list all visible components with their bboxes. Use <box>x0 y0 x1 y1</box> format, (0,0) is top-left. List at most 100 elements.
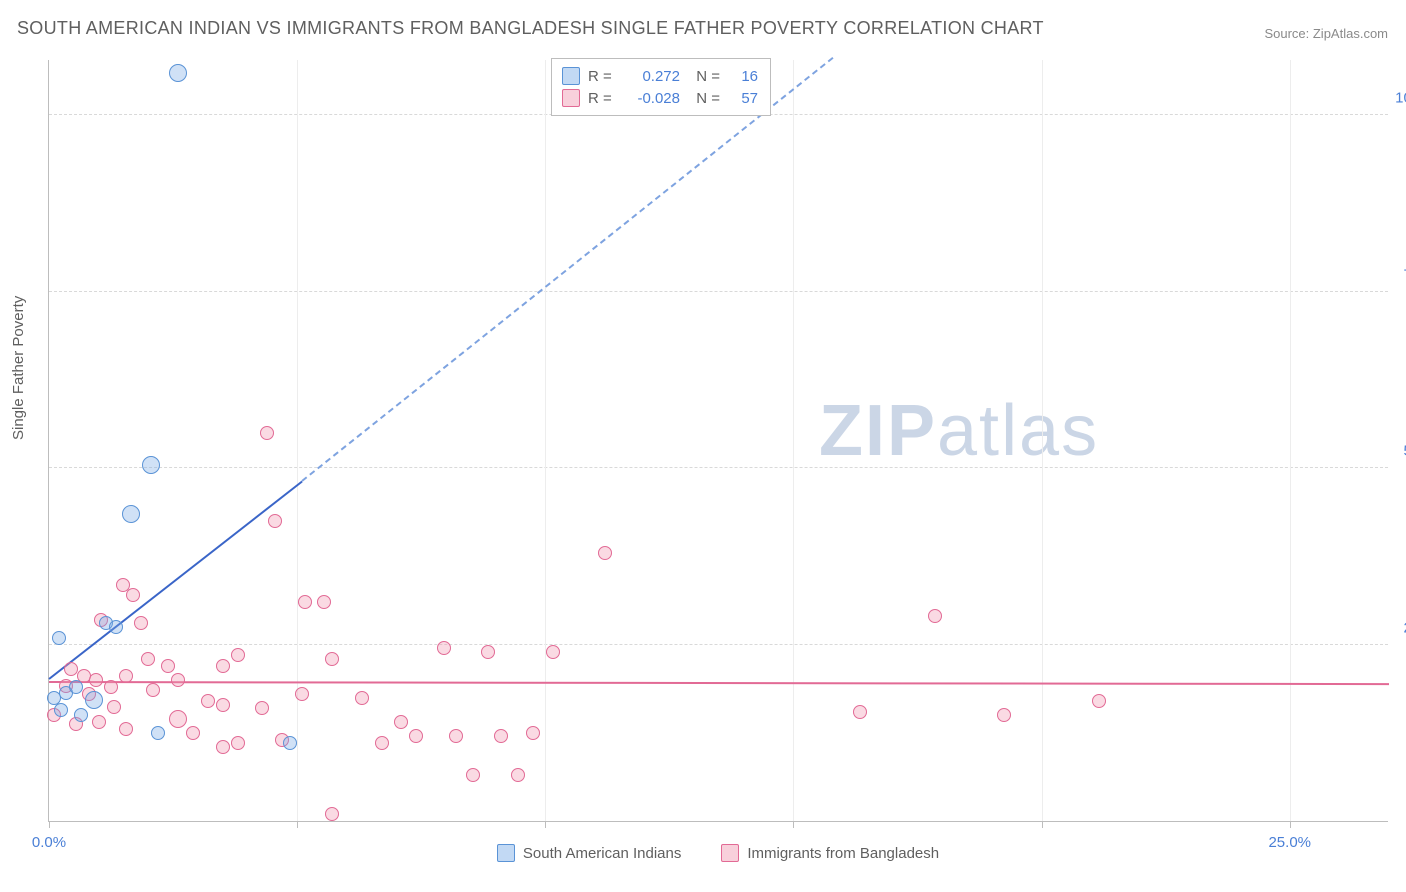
trend-line <box>49 681 1389 685</box>
x-tick <box>49 821 50 828</box>
chart-title: SOUTH AMERICAN INDIAN VS IMMIGRANTS FROM… <box>17 18 1044 39</box>
stat-n-label: N = <box>688 90 720 107</box>
scatter-point <box>268 514 282 528</box>
stat-n-label: N = <box>688 68 720 85</box>
plot-area: ZIPatlas 25.0%50.0%75.0%100.0%0.0%25.0% <box>48 60 1388 822</box>
scatter-point <box>997 708 1011 722</box>
stat-r-value: 0.272 <box>624 68 680 85</box>
gridline-v <box>297 60 298 821</box>
scatter-point <box>216 698 230 712</box>
stats-row: R = -0.028 N = 57 <box>562 87 758 109</box>
scatter-point <box>298 595 312 609</box>
scatter-point <box>853 705 867 719</box>
scatter-point <box>526 726 540 740</box>
scatter-point <box>466 768 480 782</box>
scatter-point <box>375 736 389 750</box>
scatter-point <box>52 631 66 645</box>
scatter-point <box>1092 694 1106 708</box>
scatter-point <box>107 700 121 714</box>
scatter-point <box>511 768 525 782</box>
x-tick <box>1290 821 1291 828</box>
scatter-point <box>325 807 339 821</box>
y-tick-label: 100.0% <box>1395 90 1406 107</box>
stat-r-value: -0.028 <box>624 90 680 107</box>
x-tick <box>297 821 298 828</box>
scatter-point <box>325 652 339 666</box>
scatter-point <box>598 546 612 560</box>
scatter-point <box>295 687 309 701</box>
gridline-v <box>793 60 794 821</box>
source-label: Source: ZipAtlas.com <box>1264 26 1388 41</box>
stat-n-value: 16 <box>728 68 758 85</box>
legend-swatch <box>721 844 739 862</box>
legend-item: South American Indians <box>497 844 681 862</box>
legend-label: Immigrants from Bangladesh <box>747 845 939 862</box>
scatter-point <box>216 740 230 754</box>
scatter-point <box>231 736 245 750</box>
scatter-point <box>394 715 408 729</box>
scatter-point <box>260 426 274 440</box>
scatter-point <box>409 729 423 743</box>
scatter-point <box>481 645 495 659</box>
y-axis-label: Single Father Poverty <box>10 296 27 440</box>
stats-row: R = 0.272 N = 16 <box>562 65 758 87</box>
trend-line <box>48 481 302 680</box>
scatter-point <box>141 652 155 666</box>
scatter-point <box>255 701 269 715</box>
legend-swatch <box>562 67 580 85</box>
stats-legend: R = 0.272 N = 16 R = -0.028 N = 57 <box>551 58 771 116</box>
scatter-point <box>119 669 133 683</box>
scatter-point <box>126 588 140 602</box>
scatter-point <box>74 708 88 722</box>
scatter-point <box>186 726 200 740</box>
gridline-h <box>49 291 1388 292</box>
scatter-point <box>169 64 187 82</box>
scatter-point <box>201 694 215 708</box>
watermark: ZIPatlas <box>819 390 1099 472</box>
scatter-point <box>317 595 331 609</box>
scatter-point <box>119 722 133 736</box>
x-tick <box>793 821 794 828</box>
scatter-point <box>142 456 160 474</box>
watermark-zip: ZIP <box>819 391 937 471</box>
gridline-v <box>1290 60 1291 821</box>
scatter-point <box>283 736 297 750</box>
scatter-point <box>161 659 175 673</box>
scatter-point <box>355 691 369 705</box>
watermark-atlas: atlas <box>937 391 1099 471</box>
scatter-point <box>134 616 148 630</box>
scatter-point <box>109 620 123 634</box>
scatter-point <box>104 680 118 694</box>
stat-n-value: 57 <box>728 90 758 107</box>
scatter-point <box>54 703 68 717</box>
gridline-h <box>49 467 1388 468</box>
gridline-v <box>1042 60 1043 821</box>
stat-r-label: R = <box>588 90 616 107</box>
scatter-point <box>89 673 103 687</box>
scatter-point <box>169 710 187 728</box>
scatter-point <box>437 641 451 655</box>
scatter-point <box>449 729 463 743</box>
bottom-legend: South American Indians Immigrants from Ba… <box>48 844 1388 862</box>
scatter-point <box>546 645 560 659</box>
x-tick <box>545 821 546 828</box>
scatter-point <box>231 648 245 662</box>
scatter-point <box>171 673 185 687</box>
scatter-point <box>146 683 160 697</box>
scatter-point <box>85 691 103 709</box>
scatter-point <box>928 609 942 623</box>
gridline-v <box>545 60 546 821</box>
scatter-point <box>216 659 230 673</box>
scatter-point <box>92 715 106 729</box>
scatter-point <box>494 729 508 743</box>
legend-swatch <box>497 844 515 862</box>
gridline-h <box>49 644 1388 645</box>
legend-swatch <box>562 89 580 107</box>
stat-r-label: R = <box>588 68 616 85</box>
x-tick <box>1042 821 1043 828</box>
scatter-point <box>47 691 61 705</box>
legend-item: Immigrants from Bangladesh <box>721 844 939 862</box>
scatter-point <box>151 726 165 740</box>
scatter-point <box>69 680 83 694</box>
trend-line <box>301 57 833 482</box>
